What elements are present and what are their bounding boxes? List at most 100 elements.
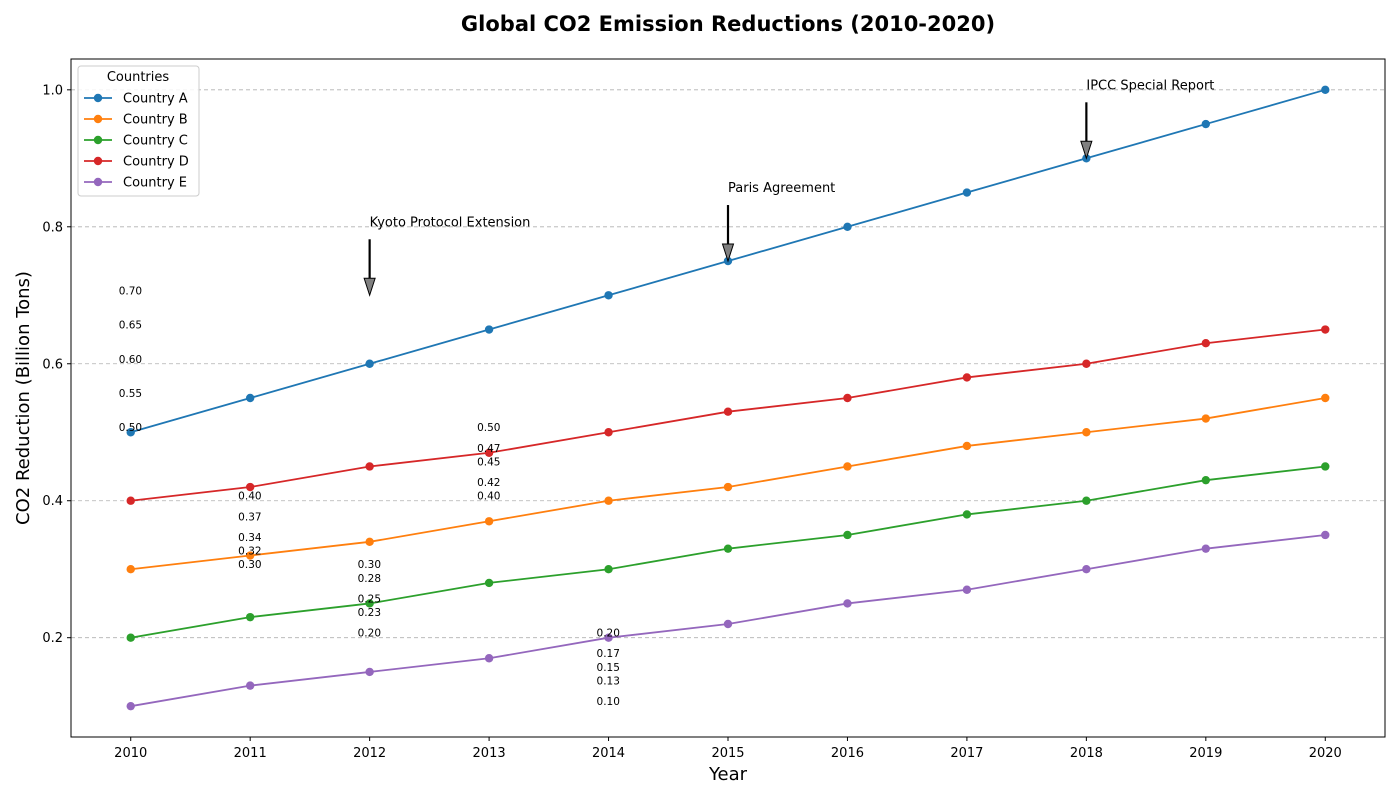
value-label: 0.23 (358, 607, 381, 619)
legend-items: Country A Country B Country C Country D Coun… (84, 92, 189, 191)
legend-item-country-d: Country D (84, 155, 189, 170)
data-point (365, 359, 374, 368)
value-labels: 0.500.550.600.650.700.300.320.340.370.40… (119, 285, 620, 708)
y-axis-ticks: 0.2 0.4 0.6 0.8 1.0 (42, 83, 71, 646)
data-point (484, 578, 494, 588)
legend-marker (93, 114, 103, 124)
x-tick-label: 2019 (1189, 746, 1222, 761)
value-label: 0.50 (477, 422, 500, 434)
legend-label: Country C (123, 134, 188, 149)
x-tick-label: 2013 (473, 746, 506, 761)
y-tick-label: 0.4 (42, 494, 63, 509)
annotations: Kyoto Protocol Extension Paris Agreement I… (363, 78, 1214, 297)
y-tick-label: 0.2 (42, 631, 63, 646)
x-tick-label: 2016 (831, 746, 864, 761)
series-country-b (126, 393, 1330, 574)
value-label: 0.37 (238, 511, 261, 523)
series-country-e (126, 530, 1330, 711)
data-point (962, 188, 972, 197)
data-point (245, 681, 255, 690)
data-point (962, 441, 972, 451)
x-tick-label: 2020 (1309, 746, 1342, 761)
y-tick-label: 0.6 (42, 357, 63, 372)
value-label: 0.28 (358, 573, 381, 585)
value-label: 0.20 (597, 628, 620, 640)
data-point (1082, 565, 1091, 574)
data-point (484, 448, 494, 457)
value-label: 0.15 (597, 662, 620, 674)
value-label: 0.45 (477, 456, 500, 468)
data-point (1321, 393, 1330, 403)
data-point (1201, 475, 1211, 485)
data-point (1201, 119, 1211, 129)
data-point (365, 537, 374, 547)
data-point (365, 462, 374, 471)
data-point (365, 667, 374, 677)
data-point (723, 544, 733, 553)
value-label: 0.42 (477, 477, 500, 489)
value-label: 0.34 (238, 532, 262, 544)
data-point (843, 393, 852, 403)
y-axis-label: CO2 Reduction (Billion Tons) (13, 271, 34, 525)
data-point (723, 407, 733, 416)
data-point (962, 373, 972, 382)
value-label: 0.47 (477, 443, 500, 455)
value-label: 0.30 (238, 559, 261, 571)
legend-marker (93, 177, 103, 187)
data-point (604, 633, 613, 642)
legend-label: Country D (123, 155, 189, 170)
annotation-arrow-head (363, 277, 376, 297)
legend-item-country-a: Country A (84, 92, 188, 107)
data-point (604, 565, 613, 574)
annotation: Paris Agreement (721, 181, 835, 263)
x-tick-label: 2017 (950, 746, 983, 761)
legend-marker (93, 93, 103, 103)
x-tick-label: 2011 (234, 746, 267, 761)
data-point (1321, 325, 1330, 334)
data-point (1321, 530, 1330, 540)
data-point (843, 530, 852, 540)
x-tick-label: 2018 (1070, 746, 1103, 761)
data-point (604, 496, 613, 505)
data-point (1201, 544, 1211, 553)
data-point (843, 222, 852, 231)
data-point (604, 291, 613, 300)
x-tick-label: 2010 (114, 746, 147, 761)
chart-title: Global CO2 Emission Reductions (2010-202… (461, 12, 995, 36)
annotation: IPCC Special Report (1080, 78, 1214, 160)
data-point (245, 612, 255, 622)
series-country-d (126, 325, 1330, 505)
data-point (1201, 414, 1211, 423)
data-point (723, 482, 733, 492)
x-tick-label: 2012 (353, 746, 386, 761)
annotation-text: Paris Agreement (728, 181, 835, 196)
y-tick-label: 1.0 (42, 83, 63, 98)
data-point (126, 701, 135, 711)
legend-marker (93, 156, 103, 166)
data-point (484, 517, 494, 526)
data-point (126, 565, 135, 574)
data-point (962, 510, 972, 519)
value-label: 0.13 (597, 676, 620, 688)
value-label: 0.40 (477, 491, 500, 503)
x-axis-label: Year (708, 764, 748, 785)
value-label: 0.10 (597, 696, 620, 708)
annotation: Kyoto Protocol Extension (363, 215, 530, 297)
data-point (484, 325, 494, 334)
legend-label: Country E (123, 176, 187, 191)
data-point (245, 393, 255, 403)
annotation-text: IPCC Special Report (1086, 78, 1214, 93)
value-label: 0.60 (119, 354, 142, 366)
legend-title: Countries (107, 70, 170, 85)
data-point (245, 482, 255, 492)
data-point (843, 462, 852, 471)
data-point (1082, 359, 1091, 368)
value-label: 0.20 (358, 628, 381, 640)
value-label: 0.55 (119, 388, 142, 400)
data-point (126, 633, 135, 642)
x-tick-label: 2015 (711, 746, 744, 761)
data-point (1082, 496, 1091, 505)
legend-item-country-e: Country E (84, 176, 187, 191)
